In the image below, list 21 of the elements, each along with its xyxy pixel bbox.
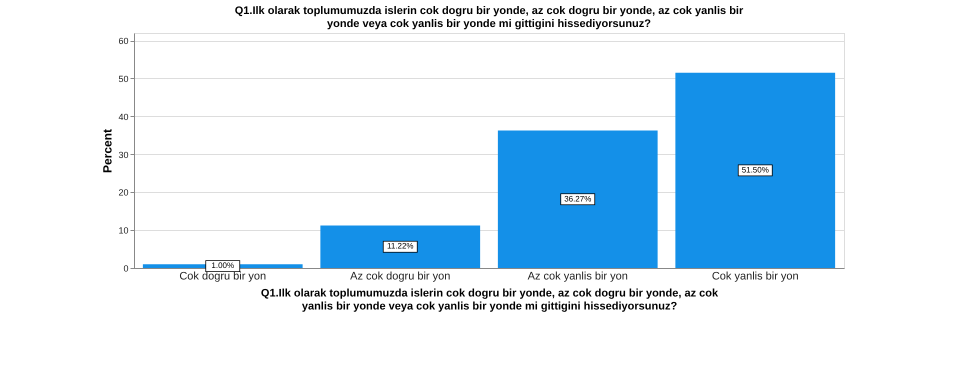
x-tick-label: Az cok yanlis bir yon	[528, 270, 628, 282]
bar	[498, 130, 658, 268]
data-label: 51.50%	[742, 165, 769, 174]
y-tick-label: 50	[118, 74, 128, 84]
x-tick-label: Cok yanlis bir yon	[712, 270, 799, 282]
x-tick-label: Az cok dogru bir yon	[350, 270, 450, 282]
y-axis-title: Percent	[100, 128, 114, 174]
data-label: 36.27%	[564, 194, 592, 204]
y-tick-label: 10	[118, 226, 128, 236]
y-tick-label: 0	[123, 264, 128, 274]
y-tick-label: 20	[118, 188, 128, 198]
bar	[320, 225, 480, 268]
y-tick-label: 30	[118, 150, 128, 160]
chart-title: Q1.Ilk olarak toplumumuzda islerin cok dogru bir yonde, az cok dogru bir yonde, az cok yanlis bir yonde veya cok yanlis bir yonde mi gittigini hissediyorsunuz?	[234, 5, 744, 30]
bar	[675, 72, 836, 268]
data-label: 11.22%	[386, 242, 414, 251]
x-axis-title: Q1.Ilk olarak toplumumuzda islerin cok dogru bir yonde, az cok dogru bir yonde, az cok yanlis bir yonde veya cok yanlis bir yonde mi gittigini hissediyorsunuz?	[260, 288, 719, 312]
x-tick-label: Cok dogru bir yon	[179, 270, 266, 282]
y-tick-label: 60	[118, 36, 128, 46]
data-label: 1.00%	[211, 261, 234, 270]
y-tick-label: 40	[118, 112, 128, 122]
